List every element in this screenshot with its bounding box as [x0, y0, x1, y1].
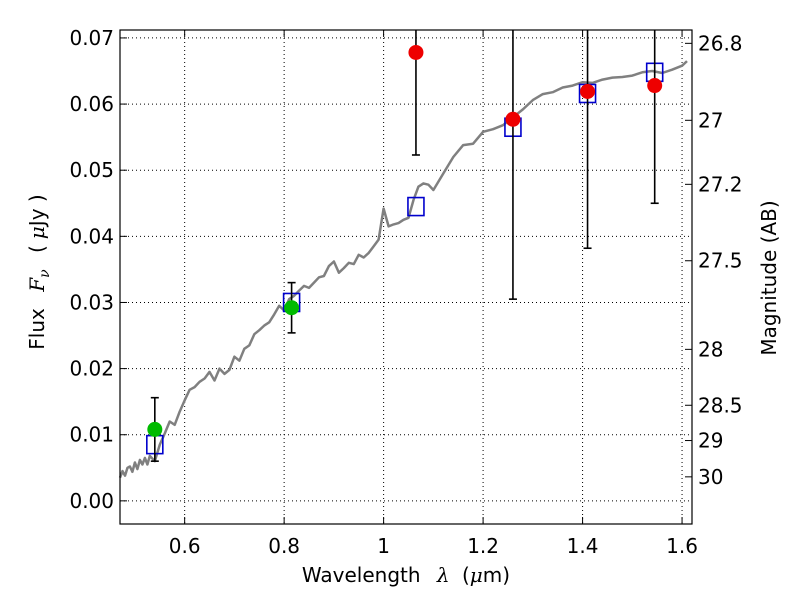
y-axis-label-text: Flux — [25, 308, 49, 350]
magnitude-axis-label: Magnitude (AB) — [757, 200, 781, 355]
x-tick-label: 1 — [377, 534, 390, 558]
ticks — [120, 30, 692, 524]
magnitude-tick-label: 27 — [698, 108, 723, 132]
x-tick-label: 1.2 — [467, 534, 499, 558]
red-photometry-point — [580, 84, 596, 100]
magnitude-tick-label: 30 — [698, 465, 723, 489]
y-axis-label: Flux Fν ( μJy ) — [25, 194, 54, 349]
x-axis-label-text: Wavelength — [302, 563, 421, 587]
x-axis-label-symbol: λ — [436, 563, 450, 587]
y-tick-labels: 0.00 0.01 0.02 0.03 0.04 0.05 0.06 0.07 — [69, 26, 114, 513]
model-box-marker — [407, 196, 425, 217]
model-spectrum-line — [118, 60, 688, 479]
magnitude-tick-label: 28 — [698, 337, 723, 361]
x-axis-label-unit-open: ( — [462, 563, 470, 587]
y-tick-label: 0.00 — [69, 489, 114, 513]
x-axis-label-unit-rest: m) — [483, 563, 510, 587]
y-tick-label: 0.05 — [69, 158, 114, 182]
x-axis-label-unit-mu: μ — [470, 563, 483, 587]
magnitude-tick-label: 29 — [698, 429, 723, 453]
x-tick-labels: 0.6 0.8 1 1.2 1.4 1.6 — [169, 534, 698, 558]
photometry-points — [147, 44, 663, 437]
magnitude-tick-label: 27.5 — [698, 249, 743, 273]
model-boxes — [146, 62, 664, 455]
magnitude-tick-label: 27.2 — [698, 172, 743, 196]
y-axis-label-unit-open: ( — [25, 245, 49, 253]
magnitude-tick-label: 28.5 — [698, 393, 743, 417]
y-tick-label: 0.02 — [69, 357, 114, 381]
green-photometry-point — [147, 421, 163, 437]
grid — [120, 30, 692, 524]
red-photometry-point — [408, 44, 424, 60]
y-tick-label: 0.07 — [69, 26, 114, 50]
x-axis-label: Wavelength λ (μm) — [302, 563, 510, 587]
x-tick-label: 1.6 — [666, 534, 698, 558]
y-tick-label: 0.03 — [69, 290, 114, 314]
red-photometry-point — [647, 78, 663, 94]
y-axis-label-unit-mu: μ — [25, 226, 49, 239]
x-tick-label: 1.4 — [567, 534, 599, 558]
magnitude-tick-labels: 26.8 27 27.2 27.5 28 28.5 29 30 — [698, 31, 743, 489]
green-photometry-point — [284, 300, 300, 316]
plot-frame — [119, 29, 693, 525]
y-axis-label-symbol: F — [25, 277, 49, 293]
magnitude-tick-label: 26.8 — [698, 31, 743, 55]
red-photometry-point — [505, 111, 521, 127]
model-spectrum — [118, 60, 688, 479]
y-tick-label: 0.04 — [69, 224, 114, 248]
y-tick-label: 0.01 — [69, 423, 114, 447]
x-tick-label: 0.8 — [268, 534, 300, 558]
y-axis-label-subscript: ν — [37, 269, 53, 278]
y-tick-label: 0.06 — [69, 92, 114, 116]
y-axis-label-unit-rest: Jy ) — [25, 194, 49, 228]
x-tick-label: 0.6 — [169, 534, 201, 558]
